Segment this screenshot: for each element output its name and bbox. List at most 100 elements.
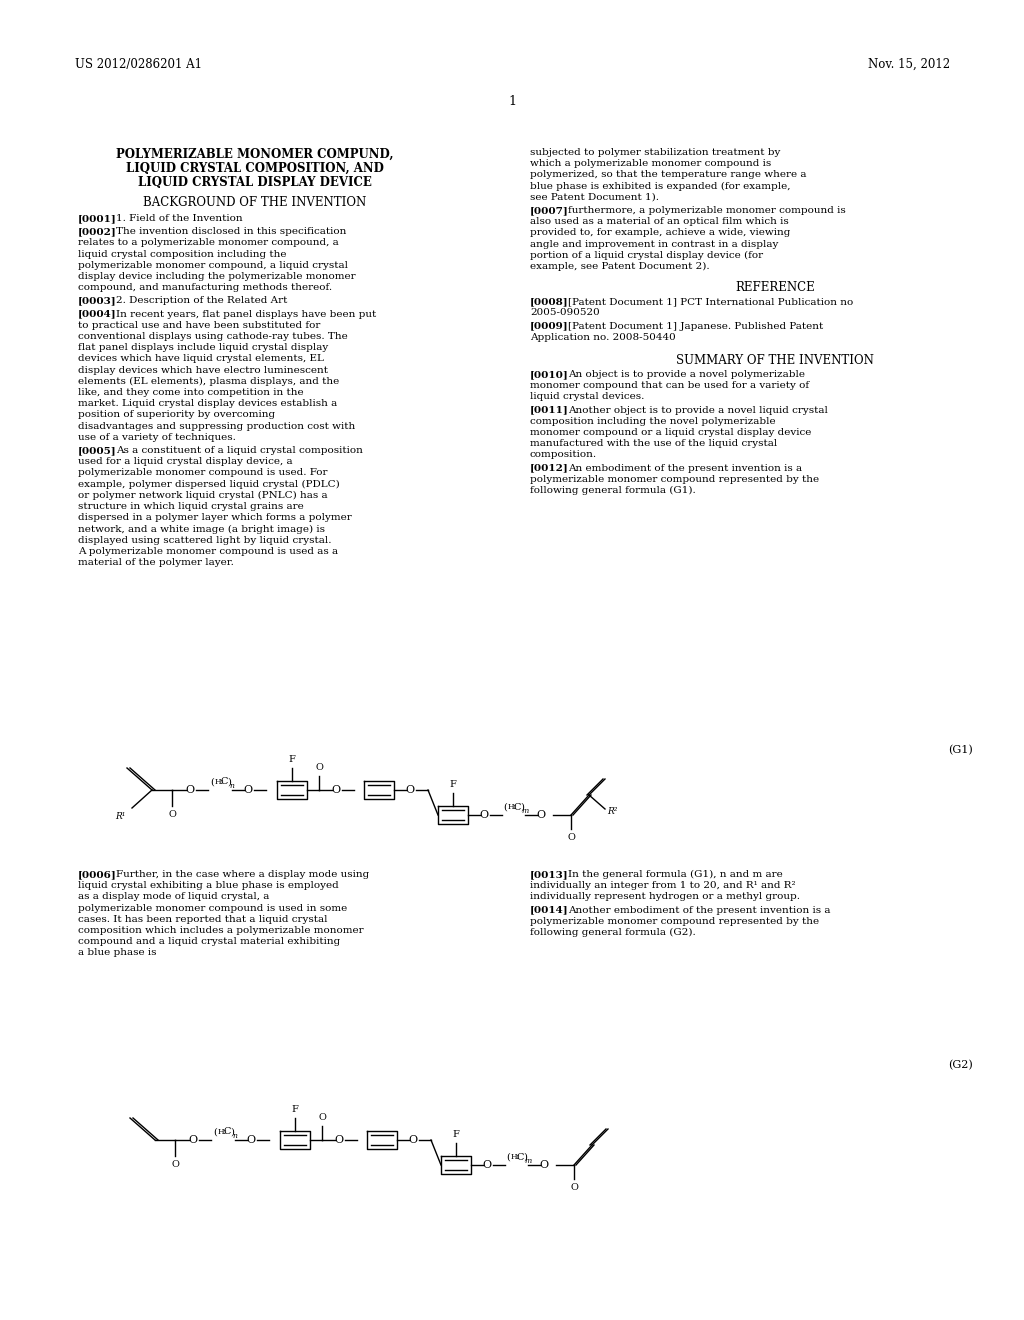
- Text: 1. Field of the Invention: 1. Field of the Invention: [116, 214, 243, 223]
- Text: O: O: [335, 1135, 344, 1144]
- Text: LIQUID CRYSTAL DISPLAY DEVICE: LIQUID CRYSTAL DISPLAY DEVICE: [138, 176, 372, 189]
- Text: SUMMARY OF THE INVENTION: SUMMARY OF THE INVENTION: [676, 354, 873, 367]
- Text: ): ): [227, 777, 231, 787]
- Text: BACKGROUND OF THE INVENTION: BACKGROUND OF THE INVENTION: [143, 195, 367, 209]
- Text: In recent years, flat panel displays have been put: In recent years, flat panel displays hav…: [116, 310, 376, 318]
- Text: O: O: [315, 763, 323, 772]
- Text: portion of a liquid crystal display device (for: portion of a liquid crystal display devi…: [530, 251, 763, 260]
- Text: [Patent Document 1] Japanese. Published Patent: [Patent Document 1] Japanese. Published …: [568, 322, 823, 330]
- Text: ): ): [520, 803, 524, 812]
- Text: liquid crystal composition including the: liquid crystal composition including the: [78, 249, 287, 259]
- Text: devices which have liquid crystal elements, EL: devices which have liquid crystal elemen…: [78, 354, 324, 363]
- Text: furthermore, a polymerizable monomer compound is: furthermore, a polymerizable monomer com…: [568, 206, 846, 215]
- Text: (: (: [213, 1127, 217, 1137]
- Text: 1: 1: [508, 95, 516, 108]
- Text: REFERENCE: REFERENCE: [735, 281, 815, 294]
- Text: [0009]: [0009]: [530, 322, 568, 330]
- Text: O: O: [570, 1183, 578, 1192]
- Text: composition including the novel polymerizable: composition including the novel polymeri…: [530, 417, 775, 426]
- Text: used for a liquid crystal display device, a: used for a liquid crystal display device…: [78, 457, 293, 466]
- Text: [0007]: [0007]: [530, 206, 568, 215]
- Text: 2. Description of the Related Art: 2. Description of the Related Art: [116, 297, 288, 305]
- Text: material of the polymer layer.: material of the polymer layer.: [78, 558, 233, 568]
- Text: polymerizable monomer compound is used. For: polymerizable monomer compound is used. …: [78, 469, 328, 478]
- Text: m: m: [524, 1158, 531, 1166]
- Text: individually represent hydrogen or a methyl group.: individually represent hydrogen or a met…: [530, 892, 800, 902]
- Text: LIQUID CRYSTAL COMPOSITION, AND: LIQUID CRYSTAL COMPOSITION, AND: [126, 162, 384, 176]
- Text: O: O: [482, 1160, 492, 1170]
- Text: C: C: [516, 1152, 523, 1162]
- Text: Another embodiment of the present invention is a: Another embodiment of the present invent…: [568, 906, 830, 915]
- Text: subjected to polymer stabilization treatment by: subjected to polymer stabilization treat…: [530, 148, 780, 157]
- Text: (G1): (G1): [948, 744, 973, 755]
- Text: O: O: [171, 1160, 179, 1170]
- Text: compound and a liquid crystal material exhibiting: compound and a liquid crystal material e…: [78, 937, 340, 946]
- Text: [0003]: [0003]: [78, 297, 117, 305]
- Text: [0001]: [0001]: [78, 214, 117, 223]
- Text: Application no. 2008-50440: Application no. 2008-50440: [530, 333, 676, 342]
- Text: R¹: R¹: [115, 812, 125, 821]
- Text: [0008]: [0008]: [530, 297, 568, 306]
- Text: blue phase is exhibited is expanded (for example,: blue phase is exhibited is expanded (for…: [530, 182, 791, 190]
- Text: m: m: [521, 807, 528, 814]
- Text: display devices which have electro luminescent: display devices which have electro lumin…: [78, 366, 328, 375]
- Text: position of superiority by overcoming: position of superiority by overcoming: [78, 411, 275, 420]
- Text: relates to a polymerizable monomer compound, a: relates to a polymerizable monomer compo…: [78, 239, 339, 247]
- Text: [0014]: [0014]: [530, 906, 568, 915]
- Text: (: (: [506, 1152, 510, 1162]
- Text: individually an integer from 1 to 20, and R¹ and R²: individually an integer from 1 to 20, an…: [530, 882, 796, 890]
- Text: F: F: [450, 780, 457, 789]
- Text: see Patent Document 1).: see Patent Document 1).: [530, 193, 659, 202]
- Text: [0010]: [0010]: [530, 370, 568, 379]
- Text: [Patent Document 1] PCT International Publication no: [Patent Document 1] PCT International Pu…: [568, 297, 853, 306]
- Text: also used as a material of an optical film which is: also used as a material of an optical fi…: [530, 218, 788, 226]
- Text: which a polymerizable monomer compound is: which a polymerizable monomer compound i…: [530, 160, 771, 168]
- Text: As a constituent of a liquid crystal composition: As a constituent of a liquid crystal com…: [116, 446, 362, 455]
- Text: O: O: [318, 1113, 326, 1122]
- Text: Another object is to provide a novel liquid crystal: Another object is to provide a novel liq…: [568, 405, 827, 414]
- Text: n: n: [229, 781, 234, 789]
- Text: polymerizable monomer compound represented by the: polymerizable monomer compound represent…: [530, 475, 819, 484]
- Text: The invention disclosed in this specification: The invention disclosed in this specific…: [116, 227, 346, 236]
- Text: O: O: [332, 785, 341, 795]
- Text: flat panel displays include liquid crystal display: flat panel displays include liquid cryst…: [78, 343, 329, 352]
- Text: network, and a white image (a bright image) is: network, and a white image (a bright ima…: [78, 524, 325, 533]
- Text: O: O: [247, 1135, 256, 1144]
- Text: polymerizable monomer compound is used in some: polymerizable monomer compound is used i…: [78, 904, 347, 912]
- Text: composition.: composition.: [530, 450, 597, 459]
- Text: F: F: [453, 1130, 460, 1139]
- Text: dispersed in a polymer layer which forms a polymer: dispersed in a polymer layer which forms…: [78, 513, 352, 523]
- Text: market. Liquid crystal display devices establish a: market. Liquid crystal display devices e…: [78, 399, 337, 408]
- Text: polymerized, so that the temperature range where a: polymerized, so that the temperature ran…: [530, 170, 807, 180]
- Text: displayed using scattered light by liquid crystal.: displayed using scattered light by liqui…: [78, 536, 332, 545]
- Text: example, see Patent Document 2).: example, see Patent Document 2).: [530, 261, 710, 271]
- Text: like, and they come into competition in the: like, and they come into competition in …: [78, 388, 304, 397]
- Text: polymerizable monomer compound, a liquid crystal: polymerizable monomer compound, a liquid…: [78, 261, 348, 269]
- Text: disadvantages and suppressing production cost with: disadvantages and suppressing production…: [78, 421, 355, 430]
- Text: O: O: [409, 1135, 418, 1144]
- Text: composition which includes a polymerizable monomer: composition which includes a polymerizab…: [78, 927, 364, 935]
- Text: monomer compound or a liquid crystal display device: monomer compound or a liquid crystal dis…: [530, 428, 811, 437]
- Text: polymerizable monomer compound represented by the: polymerizable monomer compound represent…: [530, 917, 819, 925]
- Text: (G2): (G2): [948, 1060, 973, 1071]
- Text: H₂: H₂: [510, 1152, 520, 1162]
- Text: O: O: [479, 810, 488, 820]
- Text: display device including the polymerizable monomer: display device including the polymerizab…: [78, 272, 355, 281]
- Text: compound, and manufacturing methods thereof.: compound, and manufacturing methods ther…: [78, 284, 332, 292]
- Text: [0005]: [0005]: [78, 446, 117, 455]
- Text: [0002]: [0002]: [78, 227, 117, 236]
- Text: R²: R²: [607, 807, 617, 816]
- Text: (: (: [210, 777, 214, 787]
- Text: monomer compound that can be used for a variety of: monomer compound that can be used for a …: [530, 381, 809, 391]
- Text: O: O: [406, 785, 415, 795]
- Text: In the general formula (G1), n and m are: In the general formula (G1), n and m are: [568, 870, 782, 879]
- Text: to practical use and have been substituted for: to practical use and have been substitut…: [78, 321, 321, 330]
- Text: An object is to provide a novel polymerizable: An object is to provide a novel polymeri…: [568, 370, 805, 379]
- Text: liquid crystal devices.: liquid crystal devices.: [530, 392, 644, 401]
- Text: O: O: [185, 785, 195, 795]
- Text: US 2012/0286201 A1: US 2012/0286201 A1: [75, 58, 202, 71]
- Text: [0011]: [0011]: [530, 405, 568, 414]
- Text: O: O: [537, 810, 546, 820]
- Text: O: O: [188, 1135, 198, 1144]
- Text: An embodiment of the present invention is a: An embodiment of the present invention i…: [568, 463, 802, 473]
